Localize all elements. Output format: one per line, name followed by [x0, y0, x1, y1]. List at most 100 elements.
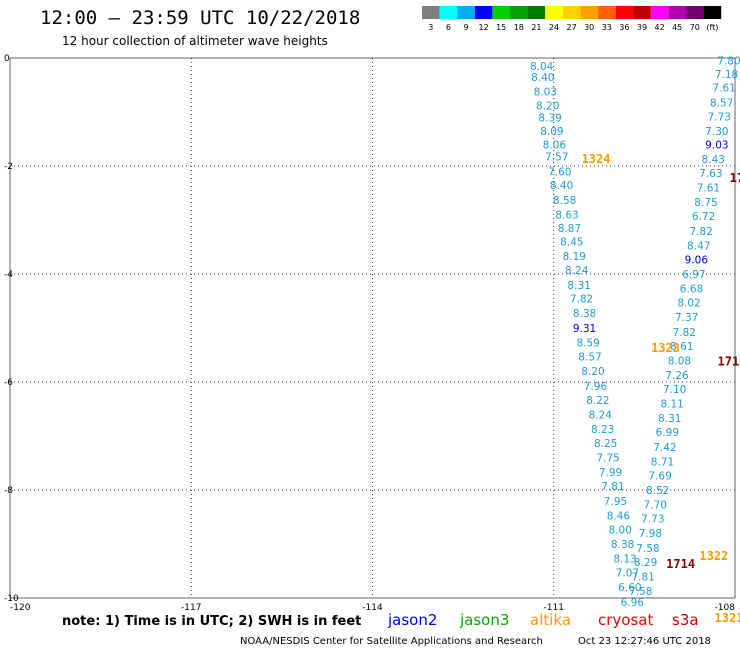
swh-value-label: 7.61 [697, 183, 720, 195]
swh-value-label: 8.13 [613, 554, 636, 566]
color-swatch [510, 6, 528, 19]
timestamp-text: Oct 23 12:27:46 UTC 2018 [578, 636, 711, 647]
y-tick-label: -10 [4, 594, 19, 604]
swh-value-label: 8.24 [589, 409, 613, 421]
color-swatch [598, 6, 616, 19]
color-swatch [527, 6, 546, 19]
swh-value-label: 7.63 [699, 168, 722, 180]
swh-value-label: 7.82 [673, 327, 696, 339]
swh-value-label: 7.73 [708, 111, 731, 123]
swh-value-label: 7.30 [705, 126, 728, 138]
swh-value-label: 8.57 [578, 352, 601, 364]
swh-value-label: 8.23 [591, 424, 614, 436]
color-swatch [703, 6, 722, 19]
swh-value-label: 8.29 [634, 557, 657, 569]
swh-value-label: 9.03 [705, 139, 728, 151]
swh-value-label: 9.06 [685, 254, 709, 266]
pass-number-label: 1712 [730, 171, 740, 185]
swh-value-label: 8.24 [565, 265, 589, 277]
color-scale-label: 45 [672, 23, 682, 32]
color-swatch [474, 6, 493, 19]
color-swatch [422, 6, 440, 19]
y-tick-label: 0 [4, 54, 10, 64]
legend-cryosat: cryosat [598, 611, 653, 629]
credit-text: NOAA/NESDIS Center for Satellite Applica… [240, 636, 543, 647]
swh-value-label: 7.81 [631, 571, 654, 583]
color-scale-label: 27 [567, 23, 577, 32]
y-tick-label: -2 [4, 162, 13, 172]
swh-value-label: 8.20 [581, 366, 604, 378]
swh-value-label: 8.40 [531, 72, 554, 84]
swh-value-label: 8.06 [543, 139, 567, 151]
swh-value-label: 7.70 [644, 500, 667, 512]
swh-value-label: 8.46 [607, 510, 631, 522]
swh-value-label: 6.99 [656, 427, 679, 439]
swh-value-label: 8.08 [668, 355, 691, 367]
color-scale-label: (ft) [706, 23, 718, 32]
color-scale-label: 6 [446, 23, 451, 32]
grid-lines [10, 58, 735, 598]
swh-value-label: 8.63 [555, 210, 578, 222]
swh-value-label: 8.71 [651, 456, 674, 468]
color-scale-label: 70 [690, 23, 700, 32]
swh-value-label: 8.19 [563, 251, 586, 263]
swh-value-label: 8.04 [530, 61, 554, 73]
swh-value-label: 7.42 [653, 442, 676, 454]
pass-number-label: 1714 [666, 557, 695, 571]
color-swatch [545, 6, 563, 19]
swh-value-label: 7.82 [689, 226, 712, 238]
x-tick-label: -108 [715, 603, 736, 613]
swh-value-label: 8.58 [553, 195, 576, 207]
swh-value-label: 7.10 [663, 384, 686, 396]
swh-value-label: 7.18 [715, 69, 738, 81]
color-swatch [615, 6, 634, 19]
chart-title: 12:00 — 23:59 UTC 10/22/2018 [40, 7, 360, 29]
y-tick-label: -6 [4, 378, 13, 388]
swh-value-label: 7.60 [548, 166, 571, 178]
color-scale-label: 21 [531, 23, 541, 32]
axis-tick-labels: -120-117-114-111-108-1050-2-4-6-8-10 [4, 54, 736, 613]
satellite-legend: jason2 jason3 altika cryosat s3a [387, 611, 699, 629]
swh-value-label: 6.72 [692, 211, 715, 223]
color-swatch [457, 6, 475, 19]
color-scale-label: 9 [463, 23, 468, 32]
swh-value-label: 8.47 [687, 240, 710, 252]
data-points: 8.048.408.038.208.398.098.067.577.608.40… [530, 56, 740, 609]
swh-value-label: 8.20 [536, 101, 559, 113]
swh-value-label: 8.39 [538, 112, 561, 124]
y-tick-label: -8 [4, 486, 13, 496]
pass-number-label: 1323 [651, 341, 680, 355]
swh-value-label: 7.61 [712, 83, 735, 95]
x-tick-label: -114 [362, 603, 383, 613]
color-scale-label: 39 [637, 23, 647, 32]
swh-value-label: 8.40 [550, 180, 573, 192]
swh-value-label: 7.73 [641, 514, 664, 526]
swh-value-label: 8.38 [611, 539, 634, 551]
swh-value-label: 7.26 [665, 370, 689, 382]
swh-value-label: 8.31 [658, 413, 681, 425]
color-scale-label: 15 [496, 23, 506, 32]
x-tick-label: -120 [10, 603, 31, 613]
swh-value-label: 7.81 [601, 481, 624, 493]
color-scale-label: 36 [619, 23, 629, 32]
swh-value-label: 8.75 [694, 197, 717, 209]
swh-value-label: 8.45 [560, 237, 583, 249]
swh-value-label: 8.09 [540, 126, 563, 138]
swh-value-label: 7.99 [599, 467, 622, 479]
swh-value-label: 7.96 [584, 381, 608, 393]
swh-value-label: 7.57 [545, 151, 568, 163]
pass-number-label: 1713 [718, 354, 740, 368]
color-swatch [580, 6, 598, 19]
swh-value-label: 8.25 [594, 438, 617, 450]
swh-value-label: 7.82 [570, 293, 593, 305]
color-scale-bar: 3 6 9 12 15 18 21 24 27 30 33 36 39 42 45 70 (ft) [422, 6, 722, 32]
swh-value-label: 6.68 [680, 284, 703, 296]
swh-value-label: 7.98 [639, 528, 662, 540]
color-swatch [492, 6, 510, 19]
swh-value-label: 8.11 [660, 399, 683, 411]
swh-value-label: 7.80 [717, 56, 740, 68]
swh-value-label: 7.95 [604, 496, 627, 508]
x-tick-label: -117 [181, 603, 201, 613]
color-scale-label: 33 [602, 23, 612, 32]
plot-area: -120-117-114-111-108-1050-2-4-6-8-10 8.0… [4, 54, 740, 625]
